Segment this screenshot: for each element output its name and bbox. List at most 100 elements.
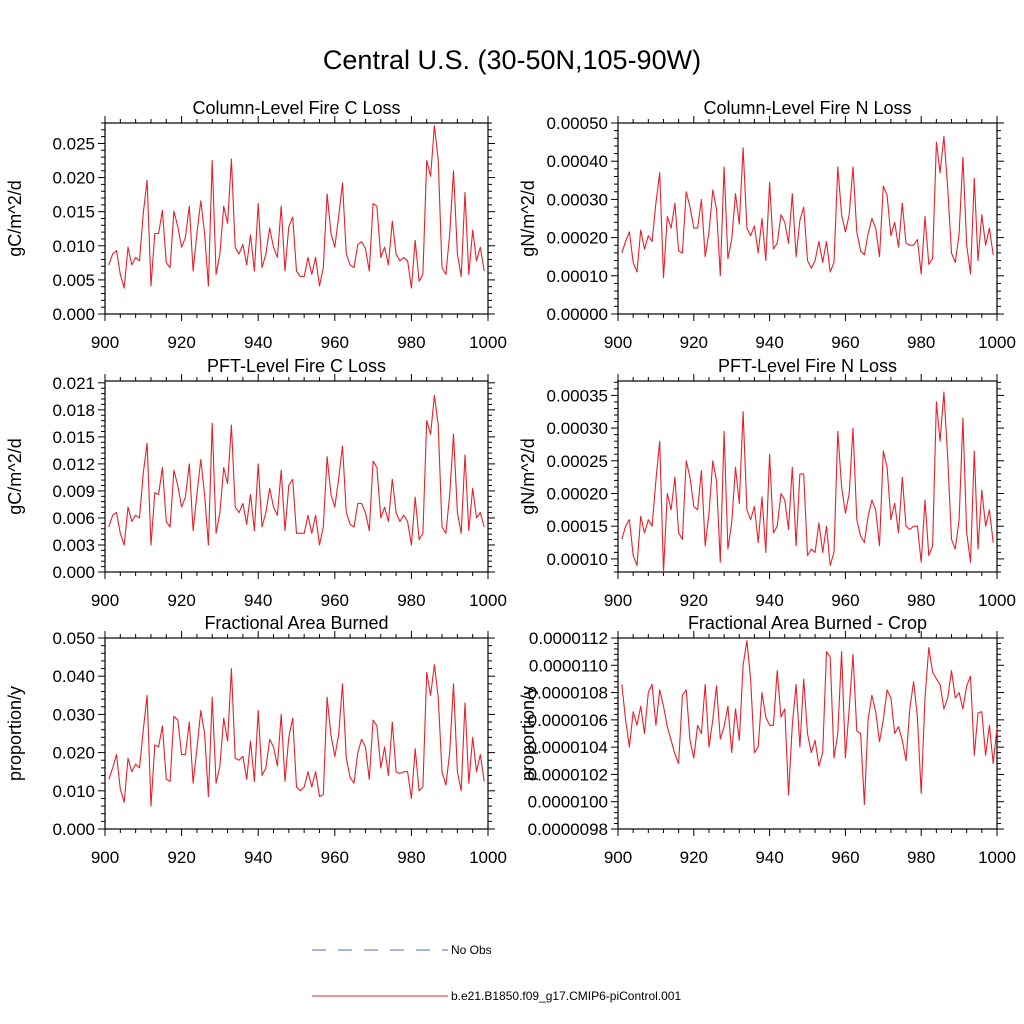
x-tick-label: 1000 [469,333,507,352]
x-tick-label: 980 [907,848,935,867]
y-tick-label: 0.0000112 [529,629,608,648]
x-tick-label: 940 [244,591,272,610]
y-tick-label: 0.00040 [547,152,608,171]
y-tick-label: 0.0000108 [528,684,608,703]
y-axis-label: gN/m^2/d [518,180,538,256]
x-tick-label: 980 [397,333,425,352]
series-line [621,391,994,573]
x-tick-label: 980 [397,848,425,867]
plot-frame [104,380,489,573]
y-tick-label: 0.00000 [547,305,608,324]
x-tick-label: 940 [755,333,783,352]
y-tick-label: 0.00010 [547,267,608,286]
series-line [621,135,994,279]
x-tick-label: 920 [680,333,708,352]
series-line [108,125,485,289]
y-tick-label: 0.0000100 [528,793,608,812]
x-tick-label: 900 [604,333,632,352]
series-line [621,640,998,805]
panel-5: Fractional Area Burned proportion/y 900 920… [5,613,507,867]
y-tick-label: 0.000 [52,305,95,324]
x-tick-label: 900 [91,848,119,867]
panel-1: Column-Level Fire C Loss gC/m^2/d 900 920 94… [5,98,507,352]
y-tick-label: 0.00035 [547,386,608,405]
y-tick-label: 0.00030 [547,419,608,438]
x-tick-label: 1000 [469,591,507,610]
y-tick-label: 0.00015 [547,517,608,536]
y-tick-label: 0.010 [52,782,95,801]
y-tick-label: 0.00020 [547,485,608,504]
x-tick-label: 940 [755,591,783,610]
y-tick-label: 0.012 [52,455,95,474]
y-tick-label: 0.020 [52,169,95,188]
chart-main-title: Central U.S. (30-50N,105-90W) [322,45,702,75]
panel-title: PFT-Level Fire C Loss [207,356,386,376]
y-tick-label: 0.0000110 [529,656,608,675]
y-tick-label: 0.025 [52,134,95,153]
x-tick-label: 920 [680,591,708,610]
y-tick-label: 0.0000098 [528,820,608,839]
x-tick-label: 920 [167,333,195,352]
x-tick-label: 920 [680,848,708,867]
y-tick-label: 0.030 [52,705,95,724]
y-axis-label: proportion/y [518,686,538,781]
y-tick-label: 0.040 [52,667,95,686]
y-tick-label: 0.021 [52,374,95,393]
y-tick-label: 0.009 [52,482,95,501]
series-line [108,664,485,807]
x-tick-label: 920 [167,848,195,867]
y-tick-label: 0.000 [52,563,95,582]
x-tick-label: 900 [604,848,632,867]
x-tick-label: 960 [321,848,349,867]
y-tick-label: 0.015 [52,203,95,222]
y-axis-label: gN/m^2/d [518,438,538,514]
y-tick-label: 0.0000102 [528,765,608,784]
panel-3: PFT-Level Fire C Loss gC/m^2/d 900 920 940 96… [5,356,507,610]
series-line [108,394,485,546]
x-tick-label: 960 [831,848,859,867]
x-tick-label: 900 [91,591,119,610]
x-tick-label: 940 [244,333,272,352]
y-tick-label: 0.00030 [547,190,608,209]
x-tick-label: 960 [321,333,349,352]
x-tick-label: 1000 [978,333,1016,352]
legend-label-model: b.e21.B1850.f09_g17.CMIP6-piControl.001 [451,989,681,1003]
x-tick-label: 940 [244,848,272,867]
panel-6: Fractional Area Burned - Crop proportion/… [518,613,1016,867]
y-tick-label: 0.006 [52,509,95,528]
x-tick-label: 980 [907,333,935,352]
plot-frame [617,122,998,315]
y-axis-label: gC/m^2/d [5,438,25,514]
y-tick-label: 0.050 [52,629,95,648]
x-tick-label: 960 [831,591,859,610]
y-axis-label: proportion/y [5,686,25,781]
y-axis-label: gC/m^2/d [5,180,25,256]
x-tick-label: 900 [604,591,632,610]
x-tick-label: 960 [831,333,859,352]
x-tick-label: 980 [907,591,935,610]
y-tick-label: 0.015 [52,428,95,447]
plot-frame [104,122,489,315]
panel-title: Column-Level Fire N Loss [703,98,911,118]
y-tick-label: 0.003 [52,536,95,555]
panel-title: Fractional Area Burned - Crop [688,613,927,633]
x-tick-label: 1000 [978,848,1016,867]
y-tick-label: 0.00010 [547,550,608,569]
legend: No Obs b.e21.B1850.f09_g17.CMIP6-piContro… [312,943,681,1003]
y-tick-label: 0.00050 [547,114,608,133]
x-tick-label: 1000 [978,591,1016,610]
panel-title: Column-Level Fire C Loss [192,98,400,118]
y-tick-label: 0.000 [52,820,95,839]
x-tick-label: 920 [167,591,195,610]
y-tick-label: 0.005 [52,271,95,290]
plot-frame [617,637,998,830]
panel-4: PFT-Level Fire N Loss gN/m^2/d 900 920 940 96… [518,356,1016,610]
y-tick-label: 0.00025 [547,452,608,471]
x-tick-label: 980 [397,591,425,610]
x-tick-label: 940 [755,848,783,867]
y-tick-label: 0.010 [52,237,95,256]
x-tick-label: 960 [321,591,349,610]
legend-label-no-obs: No Obs [451,943,492,957]
y-tick-label: 0.018 [52,401,95,420]
